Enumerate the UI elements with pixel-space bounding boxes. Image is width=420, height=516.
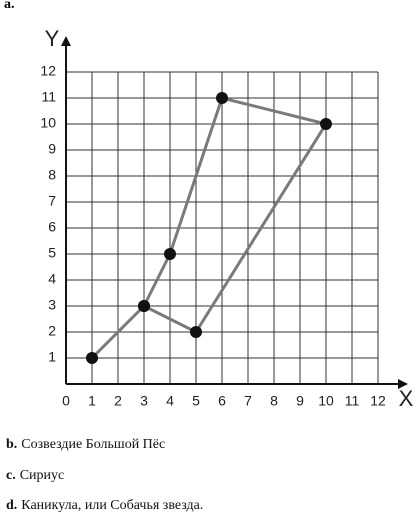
y-tick-label: 9	[48, 141, 56, 157]
x-tick-label: 9	[296, 393, 304, 409]
y-tick-label: 4	[48, 271, 56, 287]
answer-text: Созвездие Большой Пёс	[21, 437, 166, 452]
y-tick-label: 11	[41, 89, 56, 105]
point	[216, 92, 228, 104]
y-tick-label: 10	[40, 115, 56, 131]
answer-text: Каникула, или Собачья звезда.	[21, 498, 204, 513]
point	[190, 326, 202, 338]
x-tick-label: 8	[270, 393, 278, 409]
answer-label: b.	[6, 437, 18, 452]
x-tick-label: 1	[88, 393, 96, 409]
point	[320, 118, 332, 130]
y-tick-label: 1	[48, 349, 56, 365]
y-axis-label: Y	[45, 26, 60, 51]
x-tick-label: 5	[192, 393, 200, 409]
answer-text: Сириус	[19, 468, 65, 483]
answer: d. Каникула, или Собачья звезда.	[6, 498, 203, 514]
answer-label: c.	[6, 468, 16, 483]
part-label: a.	[4, 0, 15, 12]
answer: c. Сириус	[6, 468, 64, 484]
y-arrow	[61, 36, 71, 46]
point	[138, 300, 150, 312]
x-tick-label: 7	[244, 393, 252, 409]
answer-label: d.	[6, 498, 18, 513]
y-tick-label: 6	[48, 219, 56, 235]
point	[86, 352, 98, 364]
y-tick-label: 7	[48, 193, 56, 209]
x-arrow	[398, 379, 408, 389]
x-tick-label: 6	[218, 393, 226, 409]
point	[164, 248, 176, 260]
answer: b. Созвездие Большой Пёс	[6, 437, 165, 453]
y-tick-label: 2	[48, 323, 56, 339]
x-tick-label: 4	[166, 393, 174, 409]
y-tick-label: 3	[48, 297, 56, 313]
x-tick-label: 10	[318, 393, 334, 409]
y-tick-label: 12	[40, 63, 56, 79]
x-tick-label: 0	[62, 393, 70, 409]
x-axis-label: X	[399, 386, 414, 411]
y-tick-label: 5	[48, 245, 56, 261]
x-tick-label: 2	[114, 393, 122, 409]
y-tick-label: 8	[48, 167, 56, 183]
x-tick-label: 3	[140, 393, 148, 409]
x-tick-label: 11	[345, 393, 360, 409]
x-tick-label: 12	[370, 393, 386, 409]
